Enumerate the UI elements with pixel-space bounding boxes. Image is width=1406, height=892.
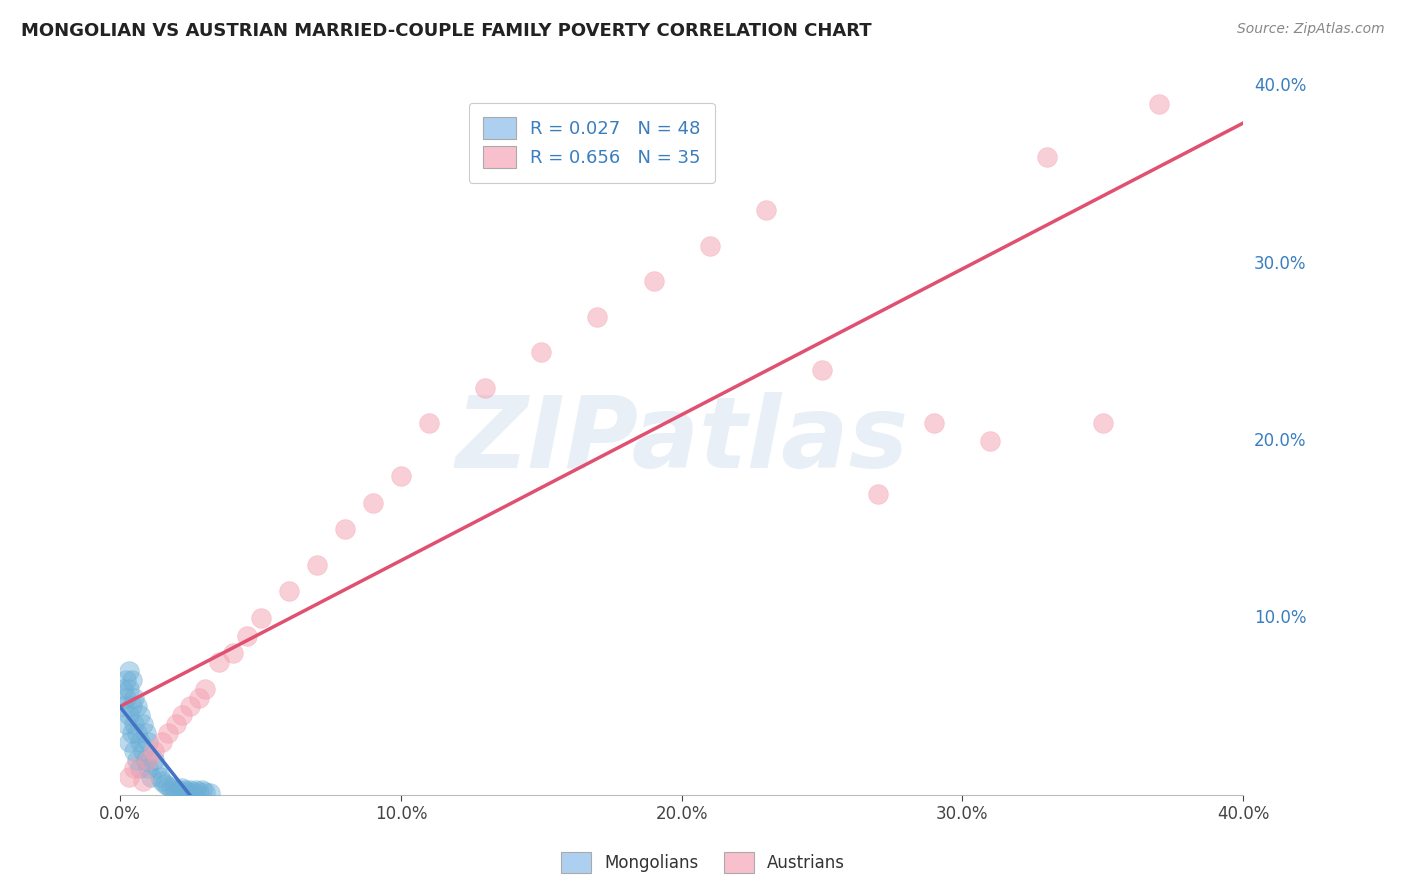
Point <box>193 681 215 696</box>
Point <box>156 779 179 793</box>
Point <box>221 646 243 660</box>
Point <box>138 735 160 749</box>
Point <box>121 699 143 714</box>
Point <box>187 690 209 705</box>
Point <box>190 782 212 797</box>
Point <box>112 681 135 696</box>
Point <box>167 782 190 797</box>
Point <box>115 673 138 687</box>
Point <box>181 784 204 798</box>
Point <box>141 770 163 784</box>
Point <box>277 584 299 599</box>
Point <box>755 203 778 218</box>
Point <box>389 469 412 483</box>
Point <box>173 782 195 797</box>
Point <box>129 762 152 776</box>
Point <box>1147 97 1170 112</box>
Point <box>124 762 146 776</box>
Point <box>152 735 174 749</box>
Point <box>149 770 172 784</box>
Point <box>162 782 184 797</box>
Text: 40.0%: 40.0% <box>1254 78 1306 95</box>
Point <box>143 753 166 767</box>
Point <box>530 345 553 359</box>
Point <box>152 773 174 788</box>
Text: MONGOLIAN VS AUSTRIAN MARRIED-COUPLE FAMILY POVERTY CORRELATION CHART: MONGOLIAN VS AUSTRIAN MARRIED-COUPLE FAM… <box>21 22 872 40</box>
Point <box>124 717 146 731</box>
Point <box>184 782 207 797</box>
Point <box>165 717 187 731</box>
Point <box>1091 416 1114 430</box>
Point <box>121 726 143 740</box>
Point <box>418 416 440 430</box>
Point <box>1035 150 1057 164</box>
Point <box>118 664 141 678</box>
Point <box>156 726 179 740</box>
Point <box>165 784 187 798</box>
Point <box>868 487 890 501</box>
Point <box>129 708 152 723</box>
Text: 30.0%: 30.0% <box>1254 254 1306 273</box>
Point <box>135 726 157 740</box>
Text: ZIPatlas: ZIPatlas <box>456 392 908 489</box>
Point <box>361 496 384 510</box>
Point <box>127 726 149 740</box>
Legend: Mongolians, Austrians: Mongolians, Austrians <box>554 846 852 880</box>
Point <box>474 381 496 395</box>
Point <box>193 784 215 798</box>
Point <box>146 762 169 776</box>
Point <box>176 784 198 798</box>
Point <box>159 780 181 795</box>
Point <box>235 629 257 643</box>
Point <box>198 786 221 800</box>
Point <box>138 762 160 776</box>
Point <box>187 784 209 798</box>
Point <box>155 777 177 791</box>
Legend: R = 0.027   N = 48, R = 0.656   N = 35: R = 0.027 N = 48, R = 0.656 N = 35 <box>468 103 716 183</box>
Point <box>643 274 665 288</box>
Point <box>249 611 271 625</box>
Point <box>586 310 609 324</box>
Point <box>132 717 155 731</box>
Point <box>333 522 356 536</box>
Point <box>115 717 138 731</box>
Point <box>979 434 1001 448</box>
Point <box>124 690 146 705</box>
Point <box>127 699 149 714</box>
Point <box>138 753 160 767</box>
Point <box>118 770 141 784</box>
Point <box>922 416 945 430</box>
Point <box>129 735 152 749</box>
Point <box>115 690 138 705</box>
Point <box>811 363 834 377</box>
Text: 10.0%: 10.0% <box>1254 609 1306 627</box>
Point <box>305 558 328 572</box>
Point <box>118 735 141 749</box>
Point <box>143 744 166 758</box>
Point <box>179 782 201 797</box>
Point <box>118 708 141 723</box>
Point <box>124 744 146 758</box>
Point <box>170 780 193 795</box>
Text: 20.0%: 20.0% <box>1254 432 1306 450</box>
Point <box>121 673 143 687</box>
Point <box>170 708 193 723</box>
Point <box>135 753 157 767</box>
Point <box>179 699 201 714</box>
Point <box>127 753 149 767</box>
Point <box>207 655 229 669</box>
Point <box>118 681 141 696</box>
Point <box>132 744 155 758</box>
Text: Source: ZipAtlas.com: Source: ZipAtlas.com <box>1237 22 1385 37</box>
Point <box>699 239 721 253</box>
Point <box>132 773 155 788</box>
Point <box>112 699 135 714</box>
